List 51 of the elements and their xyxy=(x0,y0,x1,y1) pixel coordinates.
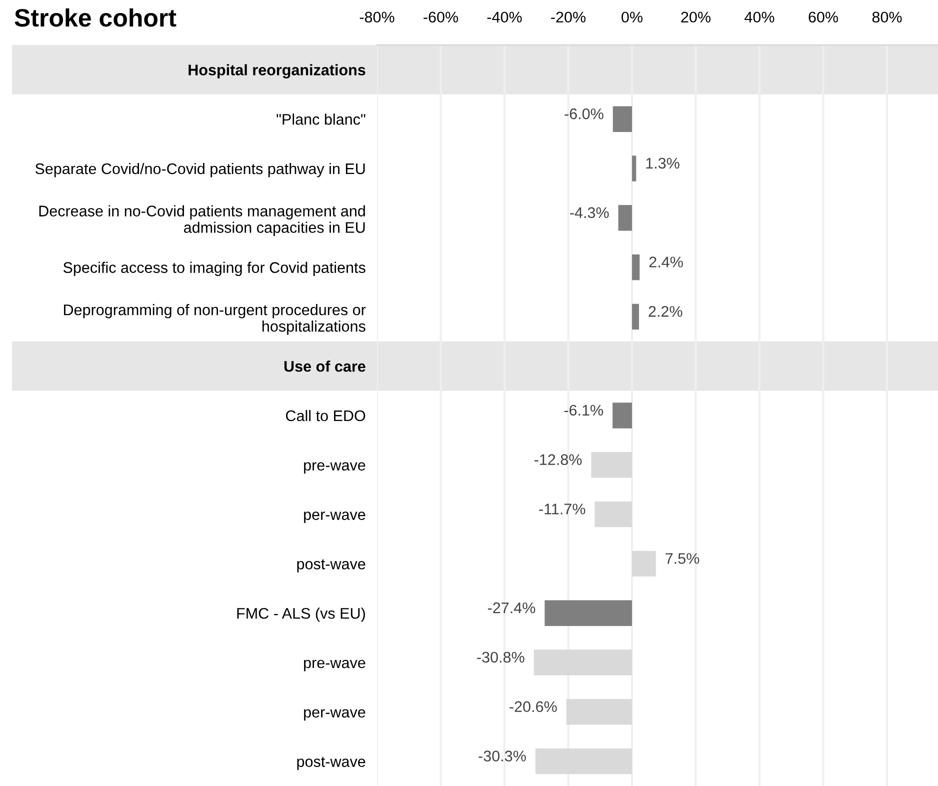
x-tick-label: 20% xyxy=(681,12,710,23)
data-label: -30.8% xyxy=(477,652,524,663)
bar xyxy=(632,156,636,182)
y-tick-label: FMC - ALS (vs EU) xyxy=(237,608,365,622)
data-label: 2.4% xyxy=(649,256,683,268)
x-tick-label: 60% xyxy=(808,12,838,23)
data-label: -20.6% xyxy=(510,701,557,712)
x-tick-label: 80% xyxy=(872,12,902,23)
y-tick-label: "Planc blanc" xyxy=(276,114,366,125)
y-tick-label: Decrease in no-Covid patients management and admission capacities in EU xyxy=(39,205,365,236)
data-label: -4.3% xyxy=(570,207,609,218)
bar xyxy=(632,550,656,577)
y-tick-label: post-wave xyxy=(297,559,366,572)
data-label: 2.2% xyxy=(648,306,682,317)
y-tick-label: Call to EDO xyxy=(286,410,366,422)
bar xyxy=(591,452,632,478)
y-tick-label: pre-wave xyxy=(304,462,366,474)
y-tick-label: Separate Covid/no-Covid patients pathway in EU xyxy=(35,162,365,178)
y-tick-label: post-wave xyxy=(297,756,366,770)
x-tick-label: -20% xyxy=(551,12,586,23)
x-tick-label: -60% xyxy=(424,12,458,23)
data-label: -12.8% xyxy=(534,454,582,466)
text: Stroke cohort xyxy=(14,8,176,27)
data-label: 7.5% xyxy=(666,553,700,564)
bar xyxy=(618,205,632,231)
bar xyxy=(612,402,632,428)
y-tick-label: Hospital reorganizations xyxy=(188,64,366,78)
x-tick-label: -40% xyxy=(487,12,522,23)
x-tick-label: 40% xyxy=(744,12,774,23)
data-label: -27.4% xyxy=(488,602,536,614)
data-label: -30.3% xyxy=(478,750,526,762)
y-tick-label: Use of care xyxy=(284,360,366,372)
bar xyxy=(544,600,632,626)
x-tick-label: -80% xyxy=(360,12,394,23)
bar xyxy=(534,650,632,676)
y-tick-label: pre-wave xyxy=(304,660,366,672)
data-label: -6.1% xyxy=(564,404,604,416)
data-label: -11.7% xyxy=(539,504,586,514)
data-label: -6.0% xyxy=(564,108,604,120)
y-tick-label: Specific access to imaging for Covid patients xyxy=(63,262,366,276)
data-label: 1.3% xyxy=(646,158,680,169)
y-tick-label: Deprogramming of non-urgent procedures or hospitalizations xyxy=(64,304,366,335)
y-tick-label: per-wave xyxy=(304,512,366,524)
bar xyxy=(535,748,632,774)
bar xyxy=(632,254,640,280)
bar xyxy=(612,106,632,132)
x-tick-label: 0% xyxy=(622,12,642,23)
bar xyxy=(566,699,632,725)
bar xyxy=(632,304,640,330)
bar xyxy=(594,501,632,528)
y-tick-label: per-wave xyxy=(304,709,366,721)
